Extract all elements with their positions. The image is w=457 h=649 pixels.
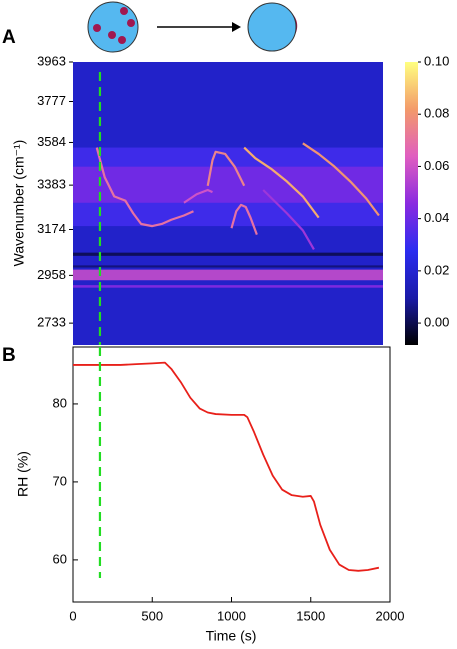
inclusion	[120, 7, 128, 15]
x-tick-label: 0	[69, 608, 76, 623]
line	[73, 361, 380, 572]
panel-label: B	[2, 345, 16, 366]
y-tick-label: 80	[53, 395, 67, 410]
panel-label: A	[2, 27, 16, 48]
y-tick-label: 3174	[37, 221, 66, 236]
y-tick-label: 60	[53, 551, 67, 566]
heatmap	[73, 62, 383, 345]
trace	[183, 188, 213, 204]
schematic	[87, 1, 298, 53]
trace	[206, 150, 246, 187]
band	[73, 285, 383, 288]
colorbar	[405, 62, 418, 345]
x-tick-label: 2000	[376, 608, 405, 623]
y-axis-title: Wavenumber (cm⁻¹)	[11, 140, 27, 267]
trace	[243, 146, 320, 219]
trace	[95, 147, 194, 228]
y-tick-label: 3777	[37, 93, 66, 108]
band	[73, 252, 383, 256]
droplet-after	[247, 2, 297, 52]
x-tick-label: 500	[141, 608, 163, 623]
colorbar-tick-label: 0.06	[424, 158, 449, 173]
y-tick-label: 2958	[37, 267, 66, 282]
x-tick-label: 1500	[296, 608, 325, 623]
band	[73, 269, 383, 281]
y-axis-title: RH (%)	[15, 451, 31, 497]
colorbar-tick-label: 0.10	[424, 53, 449, 68]
colorbar-tick-label: 0.00	[424, 315, 449, 330]
band	[73, 265, 383, 268]
inclusion	[127, 19, 135, 27]
y-tick-label: 2733	[37, 315, 66, 330]
trace	[262, 189, 315, 251]
band	[73, 166, 383, 203]
trace	[230, 203, 258, 235]
colorbar-tick-label: 0.08	[424, 106, 449, 121]
x-axis-title: Time (s)	[206, 628, 257, 644]
y-tick-label: 70	[53, 473, 67, 488]
x-tick-label: 1000	[217, 608, 246, 623]
trace	[302, 142, 380, 217]
plot-frame	[72, 346, 391, 603]
y-tick-label: 3963	[37, 53, 66, 68]
y-tick-label: 3584	[37, 134, 66, 149]
inclusion	[118, 36, 126, 44]
arrow-head	[232, 22, 241, 32]
inclusion	[93, 24, 101, 32]
y-tick-label: 3383	[37, 177, 66, 192]
inclusion	[108, 31, 116, 39]
colorbar-tick-label: 0.04	[424, 210, 449, 225]
colorbar-tick-label: 0.02	[424, 262, 449, 277]
